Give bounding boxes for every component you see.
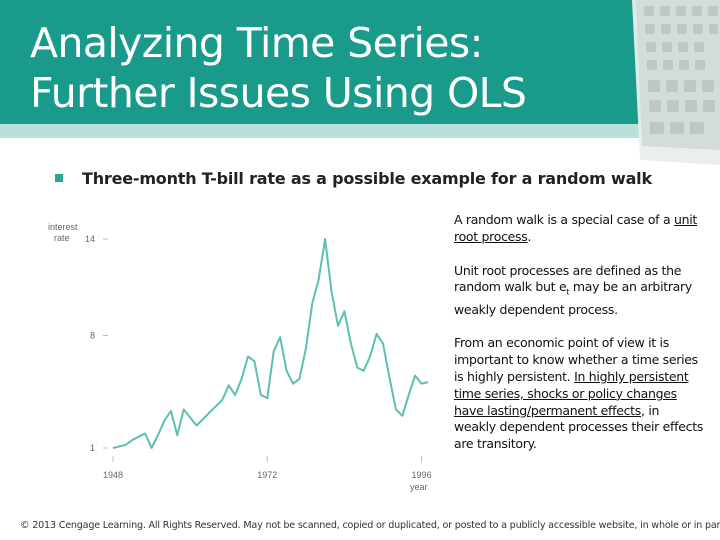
title-banner-strip [0,124,720,138]
y-axis-label-line-1: interest [48,222,78,232]
persistence-highlight: In highly persistent time series, shocks… [454,369,689,418]
x-tick-label: 1948 [103,470,123,480]
slide-title: Analyzing Time Series: Further Issues Us… [30,18,610,118]
note-persistence: From an economic point of view it is imp… [454,335,704,452]
explanation-notes: A random walk is a special case of a uni… [454,212,704,470]
y-axis-label-line-2: rate [54,233,70,243]
tbill-rate-line [112,238,429,449]
y-tick-label: 8 [90,330,95,340]
unit-root-process-link: unit root process [454,212,698,244]
title-banner [0,0,720,124]
slide-title-line-2: Further Issues Using OLS [30,69,527,117]
x-tick-label: 1996 [412,470,432,480]
slide-title-line-1: Analyzing Time Series: [30,19,483,67]
copyright-footer: © 2013 Cengage Learning. All Rights Rese… [20,520,720,531]
x-tick-label: 1972 [257,470,277,480]
calculator-image [632,0,720,165]
note-random-walk: A random walk is a special case of a uni… [454,212,698,244]
bullet-text: Three-month T-bill rate as a possible ex… [82,169,652,188]
note-unit-root: Unit root processes are defined as the r… [454,262,692,317]
bullet-square-icon [55,174,63,182]
tbill-rate-chart: interest rate year 1 8 14 1948 1972 1996 [48,222,432,492]
y-tick-label: 14 [85,234,95,244]
x-axis-label: year [410,482,428,492]
y-tick-label: 1 [90,443,95,453]
